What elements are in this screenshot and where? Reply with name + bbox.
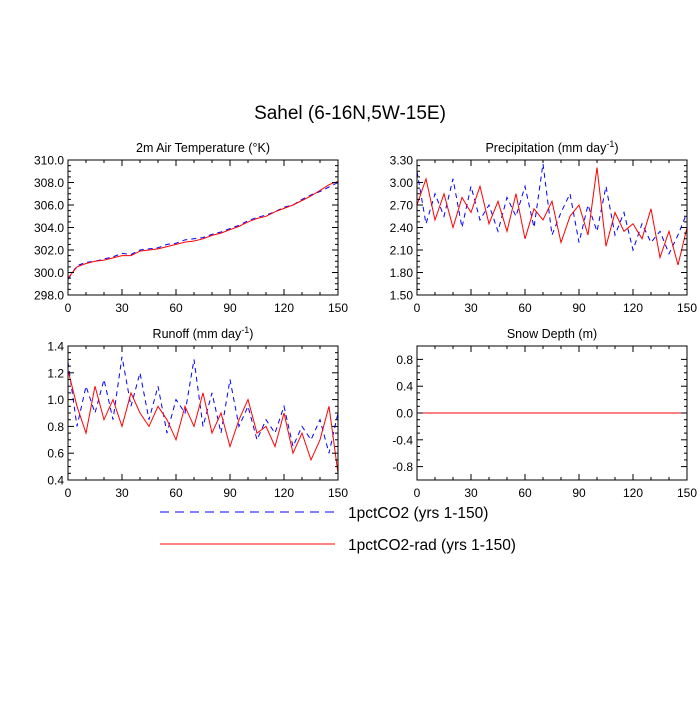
x-tick-label: 60 [169, 486, 183, 500]
plot-frame [67, 345, 339, 481]
x-tick-label: 150 [677, 301, 697, 315]
y-tick-label: -0.4 [392, 433, 413, 447]
chart-title-text: Snow Depth (m) [507, 327, 597, 341]
y-tick-label: 0.8 [47, 420, 64, 434]
series-line-1 [68, 182, 338, 280]
series-line-2 [417, 167, 687, 266]
x-tick-label: 60 [518, 301, 532, 315]
chart-title: Runoff (mm day-1) [153, 325, 254, 341]
y-tick-label: 3.00 [390, 176, 414, 190]
x-tick-label: 0 [414, 486, 421, 500]
chart-title-superscript: -1 [606, 139, 614, 149]
chart-title-suffix: ) [249, 327, 253, 341]
x-tick-label: 150 [328, 301, 348, 315]
x-tick-label: 60 [169, 301, 183, 315]
y-tick-label: 298.0 [34, 289, 64, 303]
y-tick-label: 2.40 [390, 221, 414, 235]
y-tick-label: 304.0 [34, 221, 64, 235]
x-tick-label: 90 [223, 301, 237, 315]
y-tick-label: 2.70 [390, 199, 414, 213]
x-tick-label: 0 [414, 301, 421, 315]
chart-title-superscript: -1 [241, 325, 249, 335]
x-tick-label: 30 [464, 301, 478, 315]
plot-frame [67, 159, 339, 296]
y-tick-label: 1.50 [390, 289, 414, 303]
y-tick-label: 0.0 [396, 407, 413, 421]
x-tick-label: 120 [274, 301, 294, 315]
chart-title-text: Precipitation (mm day [485, 141, 607, 155]
y-tick-label: 310.0 [34, 154, 64, 168]
chart-panel-3: Runoff (mm day-1) 0 30 60 90 120 150 0.4 0.6 0.8 1… [47, 325, 348, 500]
x-tick-label: 60 [518, 486, 532, 500]
x-tick-label: 120 [274, 486, 294, 500]
x-tick-label: 90 [572, 301, 586, 315]
series-line-1 [417, 163, 687, 256]
y-tick-label: 1.0 [47, 393, 64, 407]
x-tick-label: 150 [328, 486, 348, 500]
series-line-2 [68, 369, 338, 474]
y-tick-label: 0.6 [47, 447, 64, 461]
y-tick-label: 0.8 [396, 353, 413, 367]
chart-title-text: 2m Air Temperature (°K) [136, 141, 270, 155]
chart-title: Precipitation (mm day-1) [485, 139, 618, 155]
x-tick-label: 0 [65, 301, 72, 315]
y-tick-label: 1.2 [47, 366, 64, 380]
figure-title: Sahel (6-16N,5W-15E) [254, 103, 446, 124]
series-line-1 [68, 356, 338, 454]
y-tick-label: 302.0 [34, 244, 64, 258]
chart-panel-4: Snow Depth (m) 0 30 60 90 120 150 -0.8 -0.4 0.0 0.… [392, 327, 697, 500]
legend-label-1: 1pctCO2 (yrs 1-150) [348, 505, 488, 522]
x-tick-label: 90 [572, 486, 586, 500]
y-tick-label: 1.4 [47, 340, 64, 354]
chart-title-text: Runoff (mm day [153, 327, 242, 341]
x-tick-label: 30 [464, 486, 478, 500]
x-tick-label: 90 [223, 486, 237, 500]
x-tick-label: 30 [115, 301, 129, 315]
chart-title: Snow Depth (m) [507, 327, 597, 341]
y-tick-label: 306.0 [34, 199, 64, 213]
y-tick-label: 0.4 [396, 380, 413, 394]
x-tick-label: 120 [623, 301, 643, 315]
y-tick-label: 308.0 [34, 176, 64, 190]
legend-label-2: 1pctCO2-rad (yrs 1-150) [348, 537, 516, 554]
x-tick-label: 30 [115, 486, 129, 500]
y-tick-label: 300.0 [34, 266, 64, 280]
legend: 1pctCO2 (yrs 1-150) 1pctCO2-rad (yrs 1-15… [160, 505, 516, 554]
chart-title-suffix: ) [614, 141, 618, 155]
y-tick-label: 3.30 [390, 154, 414, 168]
chart-panel-2: Precipitation (mm day-1) 0 30 60 90 120 150 1.5… [390, 139, 698, 315]
y-tick-label: 2.10 [390, 244, 414, 258]
y-tick-label: -0.8 [392, 460, 413, 474]
x-tick-label: 150 [677, 486, 697, 500]
plot-frame [416, 159, 688, 296]
chart-panel-1: 2m Air Temperature (°K) 0 30 60 90 120 150 298.… [34, 141, 348, 315]
chart-title: 2m Air Temperature (°K) [136, 141, 270, 155]
x-tick-label: 120 [623, 486, 643, 500]
y-tick-label: 0.4 [47, 474, 64, 488]
x-tick-label: 0 [65, 486, 72, 500]
series-line-2 [68, 180, 338, 279]
y-tick-label: 1.80 [390, 266, 414, 280]
